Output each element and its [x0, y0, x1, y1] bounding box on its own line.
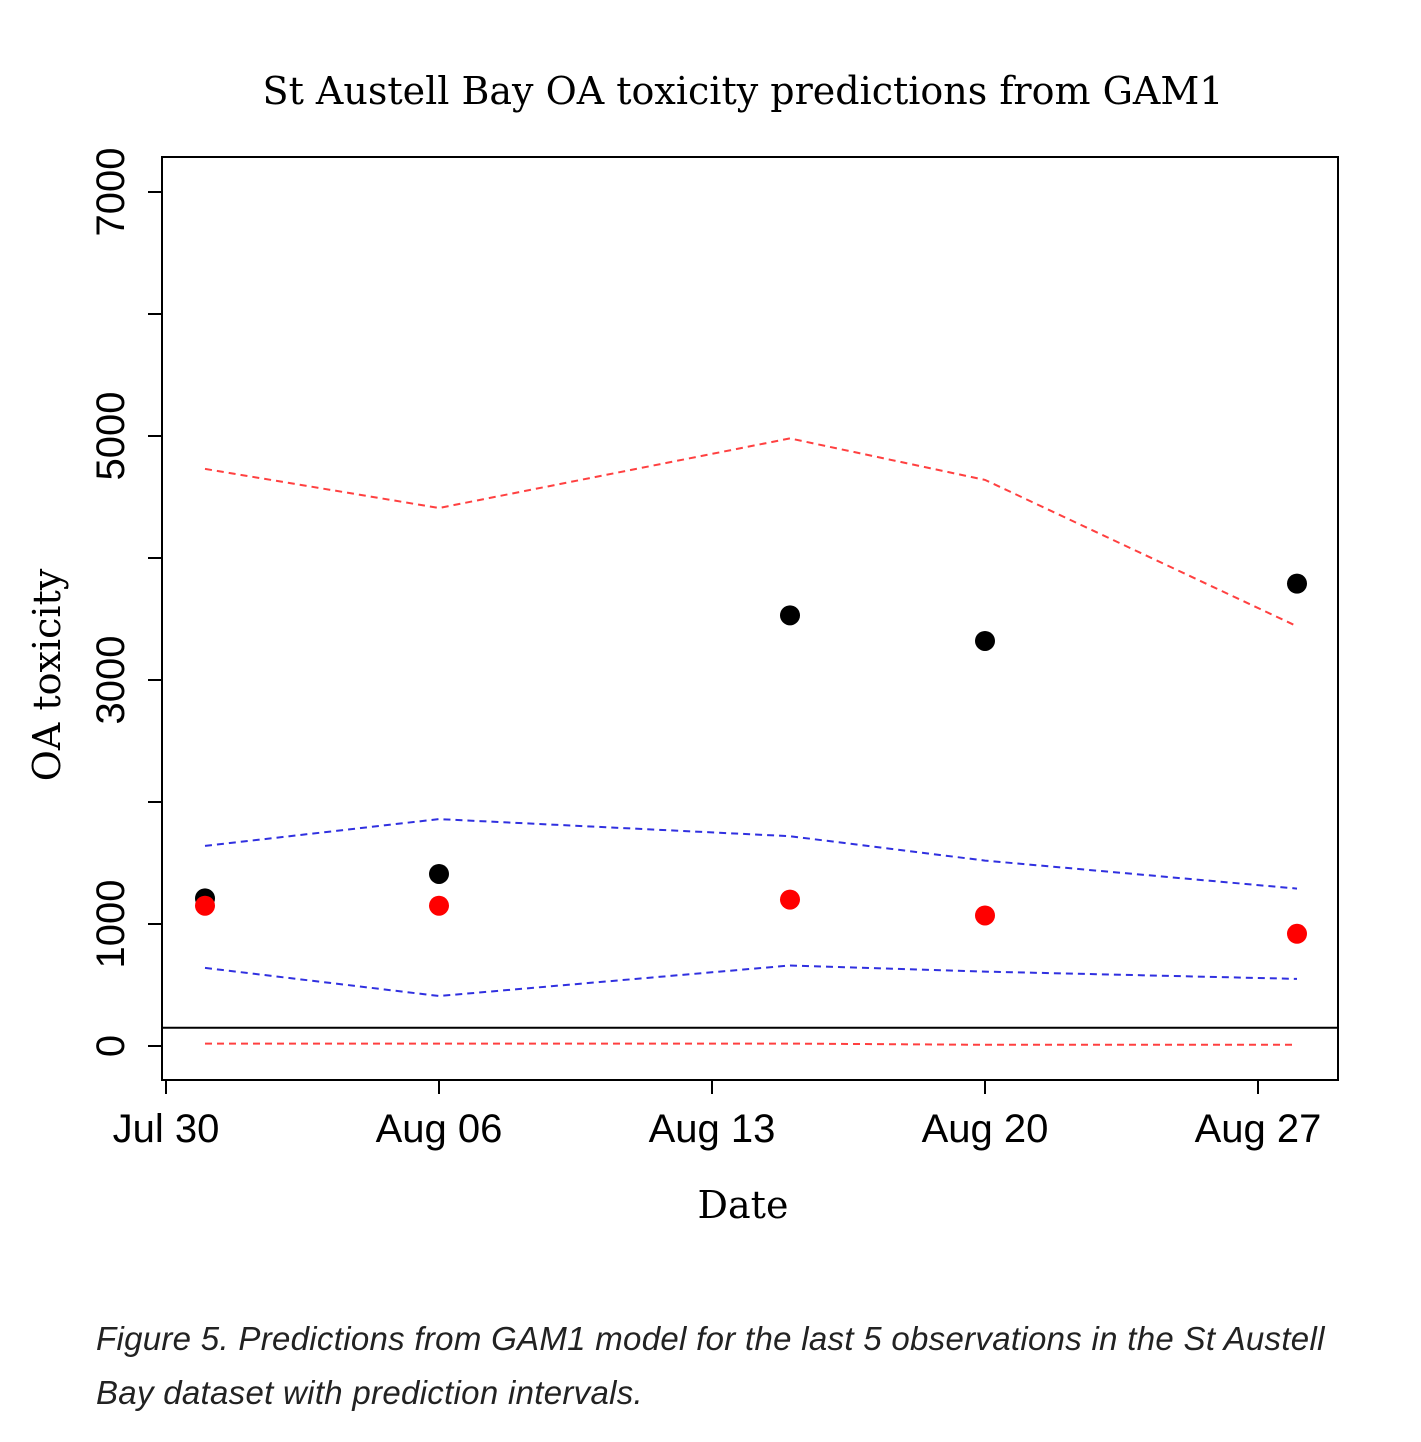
predicted-point	[780, 889, 800, 910]
observed-point	[975, 630, 995, 651]
lower-prediction-interval-line	[205, 1042, 1297, 1046]
upper-confidence-interval-line	[204, 818, 1298, 890]
chart: St Austell Bay OA toxicity predictions f…	[25, 69, 1339, 1227]
x-tick-label: Aug 06	[376, 1107, 503, 1151]
predicted-point	[429, 895, 449, 916]
observed-point	[780, 605, 800, 626]
y-tick-label: 7000	[89, 148, 133, 237]
lower-confidence-interval-line	[204, 964, 1298, 998]
upper-prediction-interval-line	[204, 437, 1298, 628]
y-tick-label: 3000	[89, 636, 133, 725]
x-tick-label: Aug 27	[1195, 1107, 1322, 1151]
figure-caption: Figure 5. Predictions from GAM1 model fo…	[96, 1320, 1325, 1411]
y-tick-label: 1000	[89, 880, 133, 969]
x-tick-label: Jul 30	[113, 1107, 220, 1151]
series-layer	[162, 437, 1338, 1046]
chart-title: St Austell Bay OA toxicity predictions f…	[263, 69, 1224, 113]
x-tick-label: Aug 20	[922, 1107, 1049, 1151]
predicted-point	[1287, 923, 1307, 944]
x-axis: Jul 30 Aug 06 Aug 13 Aug 20 Aug 27	[113, 1079, 1322, 1151]
y-axis: 0 1000 3000 5000 7000	[89, 148, 163, 1057]
plot-frame	[161, 156, 1339, 1081]
x-tick-label: Aug 13	[649, 1107, 776, 1151]
y-tick-label: 0	[89, 1035, 133, 1057]
observed-point	[429, 863, 449, 884]
y-axis-label: OA toxicity	[25, 568, 69, 781]
predicted-point	[975, 905, 995, 926]
predicted-point	[195, 895, 215, 916]
x-axis-label: Date	[698, 1183, 789, 1227]
observed-point	[1287, 573, 1307, 594]
y-tick-label: 5000	[89, 392, 133, 481]
